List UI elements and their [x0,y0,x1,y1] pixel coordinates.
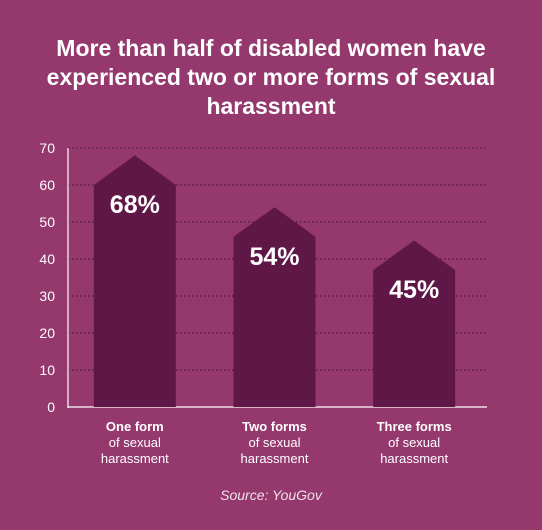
y-tick-label: 30 [39,288,55,304]
category-name: Two forms [242,419,307,434]
y-tick-label: 10 [39,362,55,378]
x-tick-label: One form of sexual harassment [75,419,195,467]
bar-value-label: 54% [249,243,299,271]
y-tick-label: 0 [47,399,55,415]
bar [373,240,456,407]
y-tick-label: 20 [39,325,55,341]
y-tick-label: 40 [39,251,55,267]
source-note: Source: YouGov [220,487,322,503]
bar-value-label: 45% [389,276,439,304]
x-tick-label: Two forms of sexual harassment [215,419,335,467]
category-name: One form [105,419,164,434]
y-tick-label: 60 [39,177,55,193]
y-tick-label: 70 [39,140,55,156]
category-subtext: of sexual harassment [100,435,169,466]
x-tick-label: Three forms of sexual harassment [354,419,474,467]
y-tick-label: 50 [39,214,55,230]
category-name: Three forms [376,419,452,434]
category-subtext: of sexual harassment [380,435,449,466]
category-subtext: of sexual harassment [240,435,309,466]
bar-value-label: 68% [110,191,160,219]
chart-title: More than half of disabled women have ex… [46,35,496,119]
bar [233,207,316,407]
bar [93,155,176,407]
